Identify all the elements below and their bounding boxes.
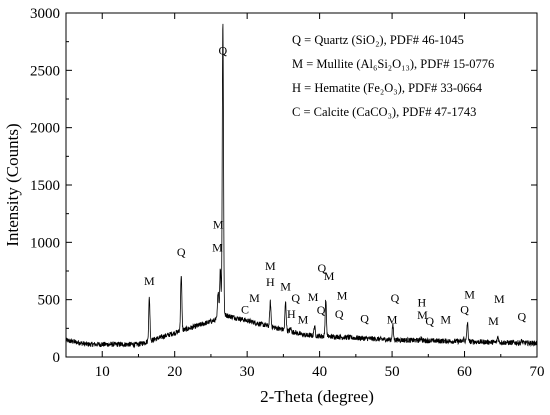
- y-tick-label: 2500: [30, 63, 60, 79]
- y-tick-label: 1500: [30, 178, 60, 194]
- y-tick-label: 3000: [30, 6, 60, 22]
- peak-label-q: Q: [460, 302, 469, 316]
- peak-label-m: M: [144, 274, 155, 288]
- x-tick-label: 40: [312, 364, 327, 380]
- peak-label-m: M: [213, 218, 224, 232]
- peak-label-h: H: [417, 296, 426, 310]
- legend-entry: Q = Quartz (SiO₂), PDF# 46-1045: [292, 33, 464, 47]
- x-tick-label: 50: [385, 364, 400, 380]
- x-axis-label: 2-Theta (degree): [260, 387, 374, 406]
- peak-label-c: C: [241, 302, 249, 316]
- legend-entry: H = Hematite (Fe₂O₃), PDF# 33-0664: [292, 81, 483, 95]
- peak-label-m: M: [337, 289, 348, 303]
- x-tick-label: 20: [167, 364, 182, 380]
- peak-label-q: Q: [517, 309, 526, 323]
- peak-label-m: M: [308, 290, 319, 304]
- peak-label-q: Q: [291, 291, 300, 305]
- peak-label-q: Q: [425, 314, 434, 328]
- peak-label-m: M: [488, 314, 499, 328]
- x-tick-label: 30: [240, 364, 255, 380]
- peak-label-m: M: [440, 313, 451, 327]
- x-tick-label: 70: [530, 364, 545, 380]
- peak-label-q: Q: [335, 307, 344, 321]
- x-tick-label: 10: [95, 364, 110, 380]
- peak-label-m: M: [494, 292, 505, 306]
- peak-label-q: Q: [177, 245, 186, 259]
- peak-label-m: M: [298, 313, 309, 327]
- peak-label-h: H: [287, 307, 296, 321]
- y-axis-label: Intensity (Counts): [3, 123, 22, 246]
- peak-label-q: Q: [317, 261, 326, 275]
- peak-label-q: Q: [391, 291, 400, 305]
- legend-entry: M = Mullite (Al₆Si₂O₁₃), PDF# 15-0776: [292, 57, 494, 71]
- legend: Q = Quartz (SiO₂), PDF# 46-1045 M = Mulli…: [292, 33, 494, 119]
- peak-label-q: Q: [317, 303, 326, 317]
- y-tick-label: 0: [53, 350, 61, 366]
- y-tick-label: 500: [38, 293, 61, 309]
- peak-label-m: M: [280, 279, 291, 293]
- diffraction-pattern-line: [65, 23, 538, 349]
- y-tick-label: 2000: [30, 121, 60, 137]
- peak-label-m: M: [265, 259, 276, 273]
- peak-label-q: Q: [360, 312, 369, 326]
- y-tick-label: 1000: [30, 235, 60, 251]
- peak-label-m: M: [464, 288, 475, 302]
- peak-label-m: M: [249, 291, 260, 305]
- peak-label-h: H: [266, 275, 275, 289]
- peak-label-m: M: [387, 313, 398, 327]
- peak-label-m: M: [212, 241, 223, 255]
- peak-label-m: M: [324, 269, 335, 283]
- x-tick-label: 60: [457, 364, 472, 380]
- legend-entry: C = Calcite (CaCO₃), PDF# 47-1743: [292, 105, 476, 119]
- peak-label-m: M: [417, 308, 428, 322]
- peak-label-q: Q: [219, 43, 228, 57]
